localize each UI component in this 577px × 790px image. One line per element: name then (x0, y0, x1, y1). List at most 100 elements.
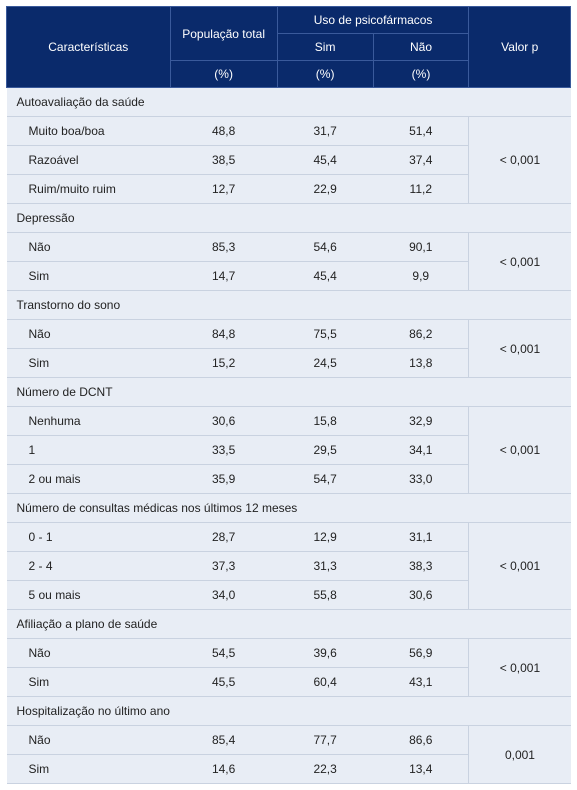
cell-sim: 29,5 (277, 436, 373, 465)
row-label: Sim (7, 668, 171, 697)
cell-sim: 39,6 (277, 639, 373, 668)
cell-sim: 31,7 (277, 117, 373, 146)
section-title: Transtorno do sono (7, 291, 571, 320)
section-title: Autoavaliação da saúde (7, 88, 571, 117)
cell-nao: 86,2 (373, 320, 469, 349)
cell-pop: 30,6 (170, 407, 277, 436)
cell-sim: 15,8 (277, 407, 373, 436)
cell-nao: 90,1 (373, 233, 469, 262)
cell-nao: 13,8 (373, 349, 469, 378)
table-row: Muito boa/boa48,831,751,4< 0,001 (7, 117, 571, 146)
cell-nao: 38,3 (373, 552, 469, 581)
row-label: Muito boa/boa (7, 117, 171, 146)
row-label: Sim (7, 349, 171, 378)
cell-pop: 48,8 (170, 117, 277, 146)
section-title: Afiliação a plano de saúde (7, 610, 571, 639)
cell-pvalue: < 0,001 (469, 233, 571, 291)
cell-pop: 14,7 (170, 262, 277, 291)
header-pct-nao: (%) (373, 61, 469, 88)
cell-pop: 85,4 (170, 726, 277, 755)
cell-pvalue: 0,001 (469, 726, 571, 784)
table-row: 0 - 128,712,931,1< 0,001 (7, 523, 571, 552)
header-pct-pop: (%) (170, 61, 277, 88)
cell-nao: 31,1 (373, 523, 469, 552)
cell-pop: 12,7 (170, 175, 277, 204)
row-label: 2 - 4 (7, 552, 171, 581)
cell-nao: 43,1 (373, 668, 469, 697)
cell-sim: 24,5 (277, 349, 373, 378)
cell-nao: 51,4 (373, 117, 469, 146)
section-title: Número de consultas médicas nos últimos … (7, 494, 571, 523)
cell-pop: 34,0 (170, 581, 277, 610)
header-nao: Não (373, 34, 469, 61)
data-table: Características População total Uso de p… (6, 6, 571, 784)
cell-pop: 33,5 (170, 436, 277, 465)
cell-pop: 14,6 (170, 755, 277, 784)
cell-sim: 55,8 (277, 581, 373, 610)
cell-nao: 86,6 (373, 726, 469, 755)
row-label: Sim (7, 262, 171, 291)
table-header: Características População total Uso de p… (7, 7, 571, 88)
row-label: 5 ou mais (7, 581, 171, 610)
table-row: Não84,875,586,2< 0,001 (7, 320, 571, 349)
row-label: 2 ou mais (7, 465, 171, 494)
row-label: Ruim/muito ruim (7, 175, 171, 204)
cell-sim: 45,4 (277, 146, 373, 175)
cell-sim: 54,7 (277, 465, 373, 494)
cell-nao: 56,9 (373, 639, 469, 668)
cell-nao: 11,2 (373, 175, 469, 204)
cell-pop: 38,5 (170, 146, 277, 175)
row-label: Razoável (7, 146, 171, 175)
cell-sim: 22,3 (277, 755, 373, 784)
cell-sim: 60,4 (277, 668, 373, 697)
cell-sim: 31,3 (277, 552, 373, 581)
row-label: Não (7, 639, 171, 668)
table-body: Autoavaliação da saúdeMuito boa/boa48,83… (7, 88, 571, 784)
row-label: Sim (7, 755, 171, 784)
row-label: 1 (7, 436, 171, 465)
header-valor-p: Valor p (469, 7, 571, 88)
section-title: Depressão (7, 204, 571, 233)
row-label: Não (7, 726, 171, 755)
cell-nao: 9,9 (373, 262, 469, 291)
cell-pop: 28,7 (170, 523, 277, 552)
cell-sim: 45,4 (277, 262, 373, 291)
cell-sim: 77,7 (277, 726, 373, 755)
header-pct-sim: (%) (277, 61, 373, 88)
cell-nao: 32,9 (373, 407, 469, 436)
cell-sim: 22,9 (277, 175, 373, 204)
cell-pop: 45,5 (170, 668, 277, 697)
row-label: 0 - 1 (7, 523, 171, 552)
cell-pop: 37,3 (170, 552, 277, 581)
cell-pop: 35,9 (170, 465, 277, 494)
section-title: Número de DCNT (7, 378, 571, 407)
header-sim: Sim (277, 34, 373, 61)
cell-nao: 37,4 (373, 146, 469, 175)
cell-nao: 33,0 (373, 465, 469, 494)
cell-pop: 85,3 (170, 233, 277, 262)
cell-nao: 30,6 (373, 581, 469, 610)
section-title: Hospitalização no último ano (7, 697, 571, 726)
cell-pvalue: < 0,001 (469, 320, 571, 378)
cell-sim: 75,5 (277, 320, 373, 349)
table-row: Não85,477,786,60,001 (7, 726, 571, 755)
cell-nao: 13,4 (373, 755, 469, 784)
cell-nao: 34,1 (373, 436, 469, 465)
cell-pvalue: < 0,001 (469, 523, 571, 610)
cell-pop: 15,2 (170, 349, 277, 378)
row-label: Não (7, 320, 171, 349)
header-pop-total: População total (170, 7, 277, 61)
header-characteristics: Características (7, 7, 171, 88)
cell-pvalue: < 0,001 (469, 117, 571, 204)
cell-sim: 54,6 (277, 233, 373, 262)
cell-pop: 84,8 (170, 320, 277, 349)
table-row: Não85,354,690,1< 0,001 (7, 233, 571, 262)
row-label: Não (7, 233, 171, 262)
table-row: Nenhuma30,615,832,9< 0,001 (7, 407, 571, 436)
cell-pvalue: < 0,001 (469, 639, 571, 697)
cell-pvalue: < 0,001 (469, 407, 571, 494)
table-row: Não54,539,656,9< 0,001 (7, 639, 571, 668)
cell-pop: 54,5 (170, 639, 277, 668)
row-label: Nenhuma (7, 407, 171, 436)
header-uso-group: Uso de psicofármacos (277, 7, 469, 34)
